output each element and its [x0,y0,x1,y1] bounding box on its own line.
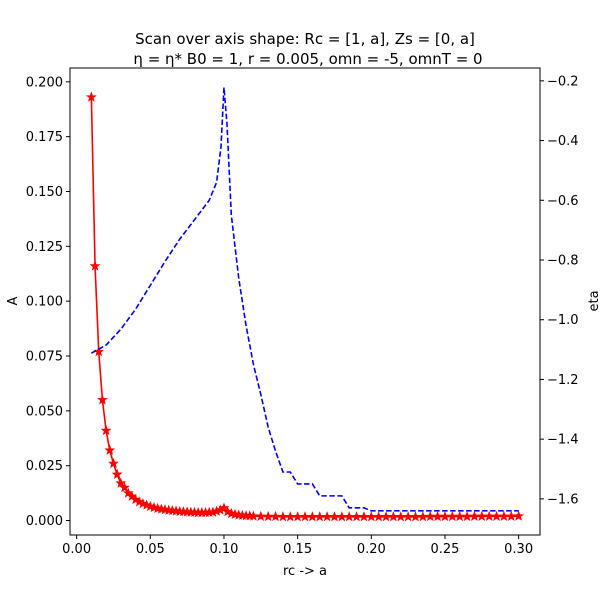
data-point-a [270,510,281,522]
data-point-a [277,511,289,522]
data-point-a [97,394,108,405]
y-tick-label: 0.025 [26,459,63,474]
data-point-a [343,511,355,522]
y-tick-label: 0.000 [26,514,63,529]
data-point-a [491,510,502,521]
data-point-a [299,511,311,522]
data-point-a [446,510,458,522]
x-tick-label: 0.25 [430,542,459,557]
x-tick-label: 0.15 [283,542,312,557]
data-point-a [388,511,399,522]
left-y-axis: 0.000 0.025 0.050 0.075 0.100 0.125 0.150 0.175… [26,75,70,529]
data-point-a [314,511,326,522]
y-tick-label: 0.075 [26,350,63,365]
data-point-a [85,91,97,102]
data-point-a [439,510,451,522]
data-point-a [432,510,443,522]
y-tick-label: 0.200 [26,75,63,90]
data-point-a [402,511,414,522]
y2-tick-label: −1.2 [547,373,579,388]
data-point-a [358,511,370,522]
data-point-a [321,511,333,522]
data-point-a [111,468,123,480]
y2-axis-label: eta [587,290,600,311]
data-point-a [292,511,304,522]
x-tick-label: 0.10 [209,542,238,557]
series-line-eta [90,87,519,512]
data-point-a [424,510,436,522]
series-line-a [90,97,519,518]
data-point-a [115,477,127,488]
data-point-a [119,481,130,493]
data-point-a [255,510,267,521]
data-point-a [454,510,466,522]
data-point-a [89,260,101,271]
data-point-a [104,444,116,455]
data-point-a [262,510,274,522]
data-point-a [365,511,377,522]
plot-area [85,87,525,522]
y2-tick-label: −1.4 [547,433,579,448]
x-tick-label: 0.30 [504,542,533,557]
data-point-a [351,511,362,522]
data-point-a [380,511,392,522]
y-tick-label: 0.175 [26,130,63,145]
data-point-a [373,511,385,522]
data-point-a [476,510,488,521]
data-point-a [100,424,112,436]
y2-tick-label: −1.0 [547,313,579,328]
x-tick-label: 0.05 [136,542,165,557]
x-tick-label: 0.20 [357,542,386,557]
data-point-a [461,510,473,522]
data-point-a [284,511,296,522]
y-axis-label: A [6,296,21,305]
data-point-a [329,511,340,522]
y2-tick-label: −0.6 [547,194,579,209]
data-point-a [306,511,318,522]
data-point-a [505,510,517,521]
y-tick-label: 0.050 [26,404,63,419]
y-tick-label: 0.150 [26,185,63,200]
y-tick-label: 0.125 [26,240,63,255]
x-axis: 0.00 0.05 0.10 0.15 0.20 0.25 0.30 [62,535,533,557]
y2-tick-label: −0.2 [547,74,579,89]
chart-title: Scan over axis shape: Rc = [1, a], Zs = … [135,30,475,48]
chart-subtitle: η = η* B0 = 1, r = 0.005, omn = -5, omnT… [133,50,482,68]
y2-tick-label: −1.6 [547,492,579,507]
y-tick-label: 0.100 [26,295,63,310]
axes-frame [69,67,541,536]
y2-tick-label: −0.8 [547,253,579,268]
data-point-a [513,510,525,521]
right-y-axis: −1.6 −1.4 −1.2 −1.0 −0.8 −0.6 −0.4 −0.2 [540,74,579,507]
x-axis-label: rc -> a [283,564,327,579]
data-point-a [469,510,480,521]
data-point-a [395,511,407,522]
data-point-a [410,511,421,522]
data-point-a [417,511,429,522]
data-point-a [498,510,510,521]
x-tick-label: 0.00 [62,542,91,557]
data-point-a [108,457,119,469]
y2-tick-label: −0.4 [547,134,579,149]
data-point-a [336,511,348,522]
data-point-a [483,510,495,521]
